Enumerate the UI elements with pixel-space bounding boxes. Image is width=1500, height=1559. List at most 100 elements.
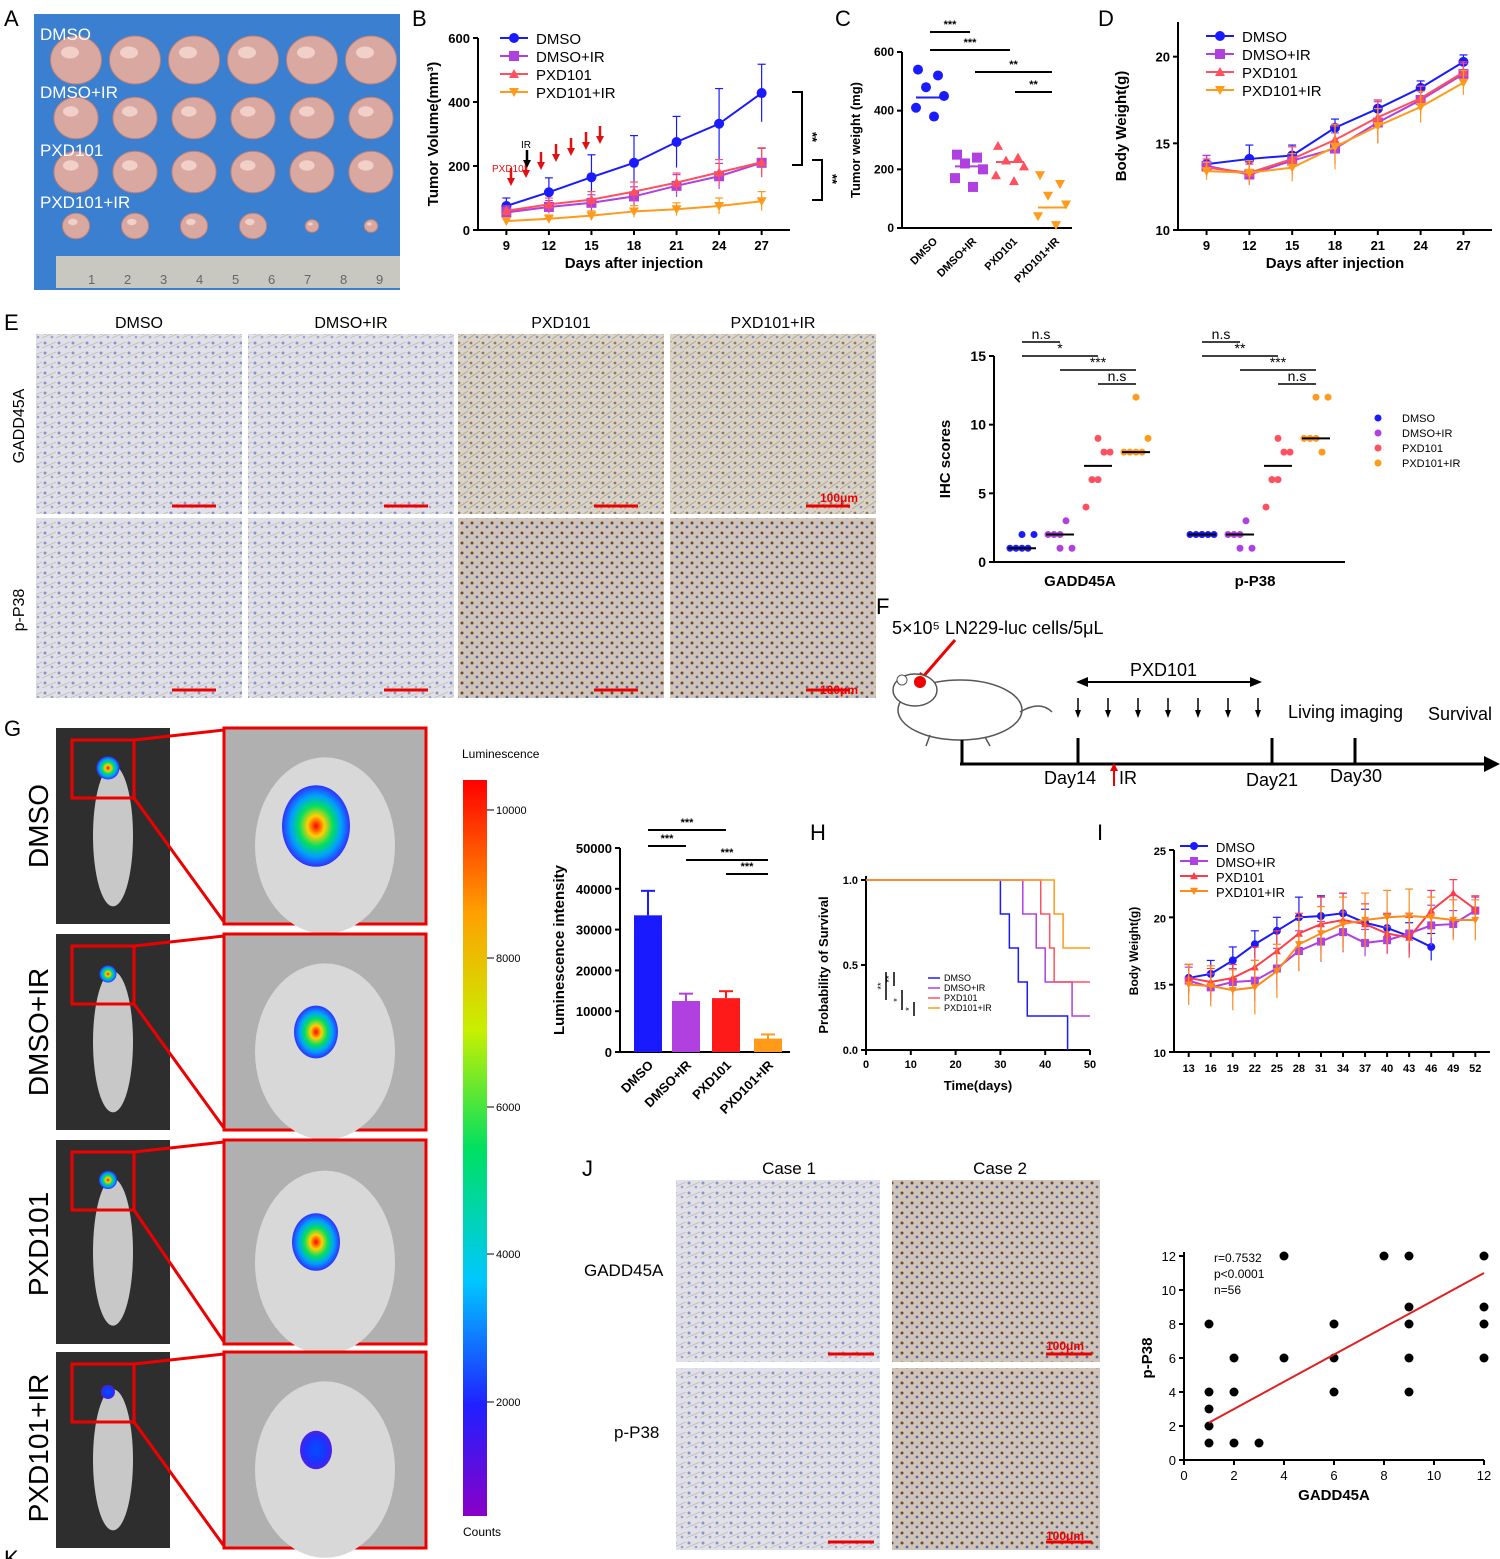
panel-letter-f: F	[876, 594, 889, 619]
x-tick-label: 40	[1039, 1059, 1051, 1071]
y-tick-label: 200	[448, 159, 470, 174]
x-tick-label: GADD45A	[1044, 573, 1116, 590]
x-tick-label: 10	[905, 1059, 917, 1071]
y-tick-label: 15	[970, 348, 986, 364]
tumor	[120, 212, 150, 240]
x-tick-label: 12	[542, 238, 556, 253]
ihc-image	[248, 518, 454, 698]
legend-label: DMSO	[536, 31, 581, 48]
data-point	[1250, 984, 1259, 992]
data-point	[1294, 941, 1303, 949]
scale-label: 100μm	[1046, 1529, 1084, 1543]
signal-blob	[294, 1005, 338, 1059]
sig-label: *	[892, 998, 902, 1002]
x-tick-label: 46	[1425, 1063, 1437, 1075]
sig-label: **	[1009, 59, 1018, 71]
stat-label: p<0.0001	[1214, 1267, 1265, 1281]
data-point	[1229, 1353, 1239, 1363]
panel-letter-e: E	[4, 310, 19, 335]
column-label: PXD101+IR	[731, 315, 816, 332]
data-point	[1204, 1404, 1214, 1414]
y-tick-label: 0	[605, 1045, 612, 1060]
data-point	[586, 211, 597, 221]
x-tick-label: 0	[1180, 1468, 1187, 1483]
sig-label: **	[825, 174, 840, 185]
data-point	[1204, 1387, 1214, 1397]
tumor	[345, 35, 397, 85]
data-point	[950, 173, 960, 184]
legend-marker	[1374, 429, 1382, 437]
data-point	[1404, 1387, 1414, 1397]
panel-j: J Case 1 Case 2 100μm 100μm GADD45A p-P38 0 2 4…	[582, 1156, 1491, 1550]
x-tick-label: 49	[1447, 1063, 1459, 1075]
panel-letter-j: J	[582, 1156, 593, 1181]
day14-label: Day14	[1044, 768, 1096, 788]
sig-label: n.s	[1108, 368, 1127, 384]
scale-label: 100μm	[1046, 1339, 1084, 1353]
data-point	[968, 181, 978, 192]
y-tick-label: 10	[1162, 1283, 1176, 1298]
data-point	[543, 214, 554, 224]
tumor-highlight	[68, 218, 78, 226]
data-point	[1248, 544, 1256, 552]
zoom-line	[133, 1352, 225, 1366]
legend-label: PXD101+IR	[1402, 458, 1460, 470]
y-tick-label: 10	[1154, 1048, 1166, 1060]
tumor	[171, 150, 217, 194]
panel-letter-i: I	[1097, 820, 1103, 845]
signal-spot	[101, 1385, 115, 1399]
legend-marker	[1374, 444, 1382, 452]
legend-marker	[509, 88, 519, 97]
group-label: DMSO	[40, 25, 91, 44]
zoom-line	[133, 1140, 225, 1154]
panel-letter-a: A	[4, 6, 19, 31]
x-tick-label: 4	[1280, 1468, 1287, 1483]
data-point	[1051, 221, 1061, 231]
row-label: DMSO+IR	[23, 968, 54, 1096]
data-point	[1427, 942, 1436, 951]
legend-label: DMSO	[1402, 413, 1435, 425]
survival-curve	[866, 879, 1090, 1017]
x-tick-label: p-P38	[1235, 573, 1276, 590]
data-point	[1415, 102, 1426, 112]
x-tick-label: DMSO+IR	[935, 236, 979, 280]
x-tick-label: 50	[1084, 1059, 1096, 1071]
ihc-image	[458, 518, 664, 698]
data-point	[911, 102, 921, 113]
ruler-number: 7	[304, 272, 311, 287]
data-point	[1479, 1353, 1489, 1363]
tumor	[109, 35, 161, 85]
zoom-box	[70, 738, 136, 800]
tumor	[53, 150, 99, 194]
legend-marker	[1215, 67, 1225, 76]
dose-arrowhead	[1225, 710, 1231, 718]
x-tick-label: 10	[1427, 1468, 1441, 1483]
tumor	[289, 96, 335, 140]
x-tick-label: PXD101	[983, 236, 1020, 273]
sig-label: ***	[944, 19, 958, 31]
sig-label: ***	[741, 861, 755, 873]
sig-bracket	[792, 91, 803, 166]
data-point	[714, 167, 725, 177]
panel-g: G DMSO DMSO+IR PXD101 PXD101+IR Luminescenc…	[4, 716, 790, 1558]
x-tick-label: DMSO	[908, 235, 940, 267]
legend-marker	[509, 51, 519, 61]
x-tick-label: 18	[627, 238, 641, 253]
ihc-image	[670, 518, 876, 698]
regression-line	[1208, 1272, 1485, 1424]
mouse-body	[93, 765, 133, 907]
y-tick-label: 1.0	[843, 875, 858, 887]
data-point	[1274, 476, 1282, 484]
zoom-line	[132, 1209, 226, 1343]
y-tick-label: 4	[1169, 1385, 1176, 1400]
ihc-image	[36, 518, 242, 698]
injection-arrow	[920, 639, 957, 679]
data-point	[1279, 1353, 1289, 1363]
x-tick-label: 9	[503, 238, 510, 253]
data-point	[1404, 1251, 1414, 1261]
scale-label: 100μm	[820, 491, 858, 505]
row-label: p-P38	[11, 589, 28, 632]
y-axis-label: Tumor weight (mg)	[848, 82, 863, 198]
sig-label: **	[1235, 340, 1246, 356]
panel-letter-c: C	[835, 6, 851, 31]
